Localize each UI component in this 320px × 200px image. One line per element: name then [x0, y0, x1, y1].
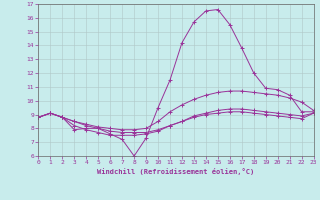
X-axis label: Windchill (Refroidissement éolien,°C): Windchill (Refroidissement éolien,°C) [97, 168, 255, 175]
